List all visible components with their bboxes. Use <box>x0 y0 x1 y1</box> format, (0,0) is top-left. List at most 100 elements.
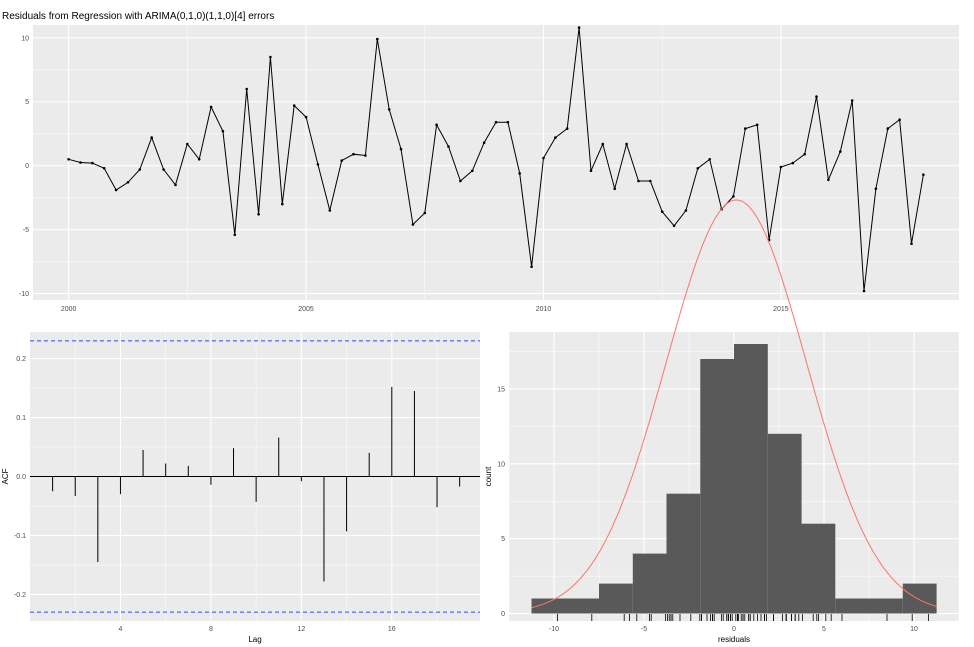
y-tick-label: 0.2 <box>16 356 26 363</box>
histogram-bar <box>531 598 599 614</box>
residual-point <box>482 141 486 144</box>
histogram-bar <box>632 553 667 614</box>
histogram-y-tick-labels: 15 10 5 0 <box>497 386 505 618</box>
residual-point <box>554 136 557 139</box>
residual-point <box>281 202 284 206</box>
residual-point <box>922 173 925 176</box>
residual-point <box>114 188 118 192</box>
residual-point <box>67 158 70 161</box>
residual-point <box>423 211 427 215</box>
residual-point <box>459 179 462 183</box>
acf-lag-spikes <box>52 386 461 582</box>
residual-point <box>471 169 474 173</box>
y-tick-label: -0.1 <box>14 533 26 540</box>
residual-point <box>660 210 664 213</box>
acf-x-axis-title: Lag <box>248 635 261 644</box>
residuals-series-points <box>67 26 925 293</box>
residual-point <box>138 168 142 171</box>
residual-point <box>257 213 260 216</box>
residual-point <box>233 233 237 237</box>
residual-point <box>827 178 830 182</box>
residual-point <box>91 161 94 165</box>
residual-point <box>411 223 415 226</box>
histogram-bar <box>801 523 836 614</box>
residual-point <box>637 179 640 183</box>
residual-point <box>186 142 189 146</box>
x-tick-label: 5 <box>822 626 826 633</box>
residual-point <box>126 181 130 184</box>
histogram-bar <box>902 583 937 614</box>
residual-point <box>565 127 569 130</box>
residual-point <box>399 147 403 151</box>
histogram-bar <box>835 598 870 614</box>
residuals-x-tick-labels: 2000 2005 2010 2015 <box>61 306 789 313</box>
x-tick-label: -5 <box>641 626 647 633</box>
histogram-x-tick-labels: -10 -5 0 5 10 <box>549 626 918 633</box>
histogram-bar <box>700 359 735 614</box>
residual-point <box>732 195 735 198</box>
residuals-rug <box>557 614 929 621</box>
x-tick-label: 2010 <box>536 306 552 313</box>
residual-point <box>744 127 747 130</box>
residual-point <box>304 115 308 119</box>
residual-point <box>352 152 355 156</box>
residual-point <box>708 158 711 161</box>
x-tick-label: 12 <box>297 626 305 633</box>
x-tick-label: 16 <box>388 626 396 633</box>
residual-point <box>292 104 296 107</box>
x-tick-label: -10 <box>549 626 559 633</box>
residual-point <box>874 187 878 190</box>
residual-point <box>328 209 332 212</box>
residual-point <box>197 158 201 161</box>
residual-point <box>684 209 688 212</box>
residual-point <box>387 108 391 111</box>
residual-point <box>494 120 498 124</box>
residual-point <box>79 161 82 164</box>
residual-point <box>221 129 225 133</box>
residual-point <box>435 123 438 127</box>
acf-x-tick-labels: 4 8 12 16 <box>118 626 395 633</box>
y-tick-label: 10 <box>21 35 29 42</box>
residual-point <box>613 187 616 190</box>
y-tick-label: -5 <box>23 227 29 234</box>
residual-point <box>886 127 890 130</box>
histogram-bar <box>767 433 802 614</box>
histogram-bar <box>666 493 701 614</box>
residual-point <box>530 265 533 269</box>
residual-point <box>755 123 759 127</box>
residual-point <box>376 37 379 41</box>
y-tick-label: 0.1 <box>16 415 26 422</box>
y-tick-label: 10 <box>497 461 505 468</box>
figure-title: Residuals from Regression with ARIMA(0,1… <box>2 11 274 22</box>
x-tick-label: 2005 <box>298 306 314 313</box>
y-tick-label: 15 <box>497 386 505 393</box>
residual-point <box>839 150 842 153</box>
residual-point <box>779 165 783 169</box>
residuals-time-series-panel: 2000 2005 2010 2015 10 5 0 -5 -10 <box>19 25 959 313</box>
x-tick-label: 10 <box>910 626 918 633</box>
residual-point <box>625 142 628 146</box>
histogram-y-axis-title: count <box>484 466 493 486</box>
residual-point <box>577 26 581 29</box>
residual-point <box>542 156 545 160</box>
residual-point <box>340 159 344 162</box>
residuals-plot-background <box>33 25 959 300</box>
residual-point <box>672 224 676 228</box>
histogram-bar <box>734 344 768 614</box>
x-tick-label: 4 <box>118 626 122 633</box>
residual-point <box>447 145 450 148</box>
y-tick-label: 0.0 <box>16 474 26 481</box>
y-tick-label: -10 <box>19 291 29 298</box>
residual-point <box>269 55 272 59</box>
acf-gridlines <box>30 332 480 621</box>
residual-point <box>815 95 818 98</box>
normal-density-curve <box>531 199 937 609</box>
residual-point <box>209 105 213 109</box>
y-tick-label: 5 <box>501 536 505 543</box>
residual-point <box>589 169 593 173</box>
residuals-y-tick-labels: 10 5 0 -5 -10 <box>19 35 29 298</box>
histogram-bar <box>869 598 903 614</box>
histogram-bar <box>599 583 633 614</box>
acf-panel: 4 8 12 16 0.2 0.1 0.0 -0.1 -0.2 Lag ACF <box>1 332 480 644</box>
x-tick-label: 8 <box>209 626 213 633</box>
